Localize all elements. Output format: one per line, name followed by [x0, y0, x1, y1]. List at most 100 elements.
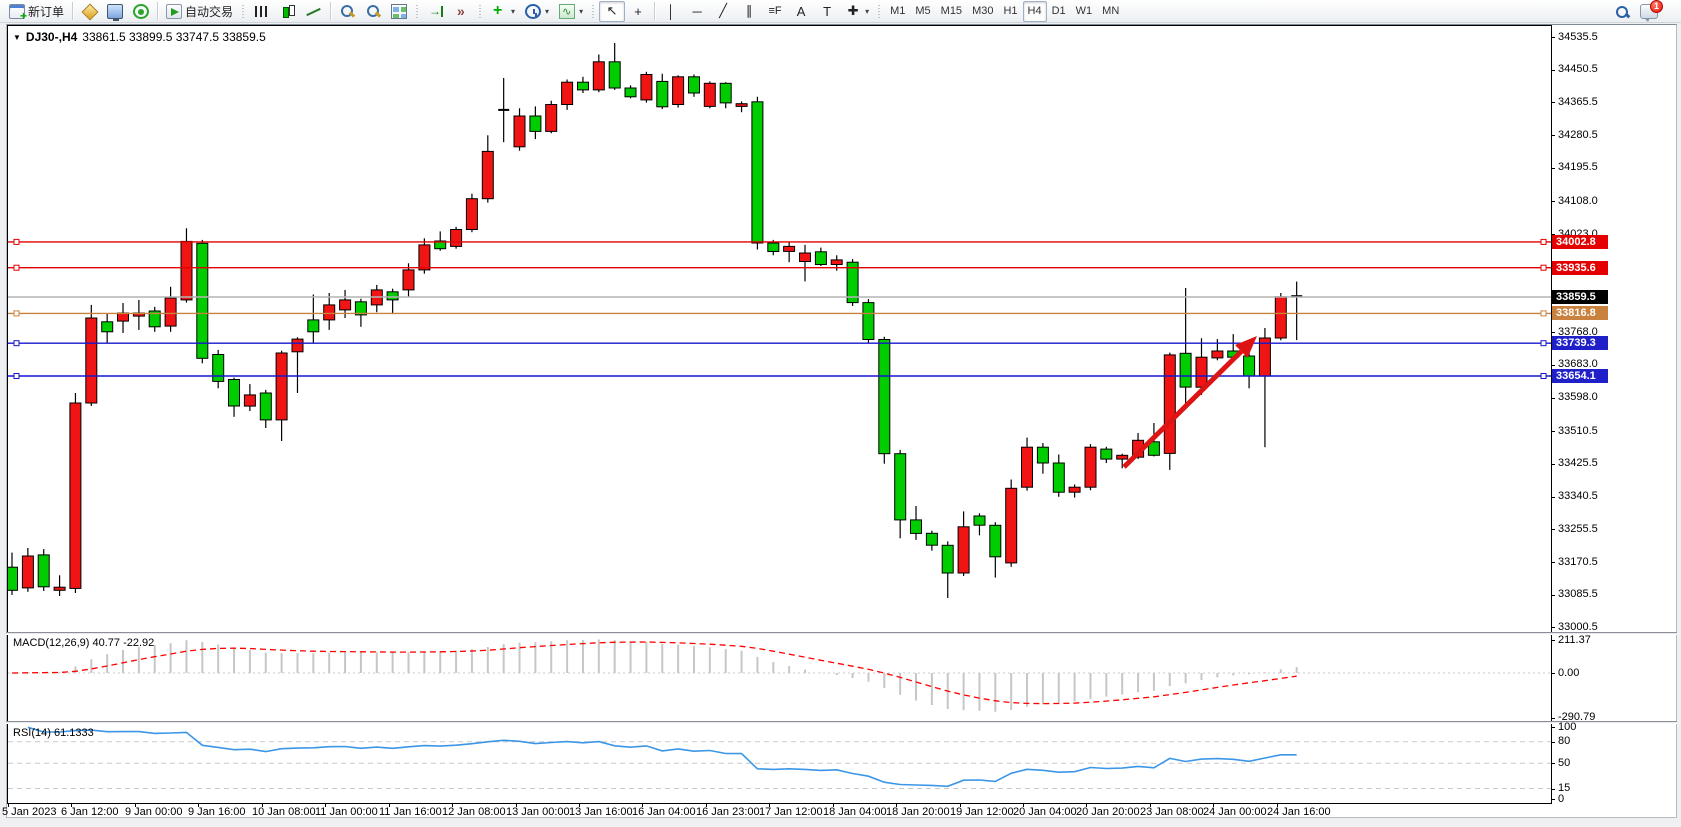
chat-bubble-icon: 1 — [1640, 0, 1663, 22]
dropdown-arrow-icon: ▾ — [511, 6, 516, 16]
price-axis-tick — [1551, 70, 1555, 71]
time-axis-tick — [516, 803, 517, 807]
vertical-line-tool-button[interactable]: │ — [658, 1, 684, 22]
line-chart-button[interactable] — [301, 1, 327, 22]
timeframe-button-d1[interactable]: D1 — [1047, 1, 1071, 22]
chart-window[interactable] — [6, 24, 1677, 818]
search-button[interactable] — [1609, 1, 1635, 22]
auto-trading-label: 自动交易 — [185, 4, 234, 19]
timeframe-button-m1[interactable]: M1 — [885, 1, 910, 22]
timeframe-button-h4[interactable]: H4 — [1022, 0, 1047, 22]
time-axis-label: 9 Jan 16:00 — [188, 806, 246, 818]
signals-icon — [133, 3, 150, 19]
crosshair-tool-button[interactable]: + — [625, 1, 651, 22]
rsi-panel-canvas[interactable] — [8, 725, 1551, 803]
time-axis-label: 20 Jan 20:00 — [1076, 806, 1140, 818]
rsi-indicator-label: RSI(14) 61.1333 — [13, 727, 94, 739]
time-axis-label: 11 Jan 00:00 — [315, 806, 378, 818]
fibonacci-tool-button[interactable]: ≡F — [762, 1, 788, 22]
macd-panel-splitter[interactable] — [6, 632, 1677, 635]
main-toolbar: 新订单 自动交易 ▾ ▾ ▾ ↖ + │ — [0, 0, 1681, 23]
price-axis-label: 34195.5 — [1558, 161, 1598, 173]
time-axis-tick — [452, 803, 453, 807]
arrows-tool-button[interactable]: ✚ ▾ — [840, 1, 874, 22]
macd-axis-tick — [1551, 718, 1555, 719]
rsi-axis-label: 15 — [1558, 782, 1571, 794]
current-price-tag: 33859.5 — [1552, 290, 1608, 304]
toolbar-grip — [477, 3, 485, 19]
text-tool-button[interactable]: A — [788, 1, 814, 22]
time-axis-tick — [1023, 803, 1024, 807]
price-axis-tick — [1551, 332, 1555, 333]
price-axis-label: 34450.5 — [1558, 63, 1598, 75]
price-axis-label: 34280.5 — [1558, 129, 1598, 141]
price-axis-label: 34108.0 — [1558, 195, 1598, 207]
text-label-tool-button[interactable]: T — [814, 1, 840, 22]
timeframe-button-m15[interactable]: M15 — [936, 1, 967, 22]
time-axis-tick — [769, 803, 770, 807]
templates-button[interactable]: ▾ — [554, 1, 588, 22]
price-axis-tick — [1551, 431, 1555, 432]
time-axis-label: 16 Jan 23:00 — [696, 806, 760, 818]
price-axis-label: 33683.0 — [1558, 358, 1598, 370]
candlestick-chart-button[interactable] — [275, 1, 301, 22]
macd-values: 40.77 -22.92 — [92, 637, 155, 649]
cursor-icon: ↖ — [606, 3, 618, 18]
trendline-tool-button[interactable]: ╱ — [710, 1, 736, 22]
bar-chart-button[interactable] — [249, 1, 275, 22]
auto-trading-button[interactable]: 自动交易 — [161, 1, 238, 22]
timeframe-button-h1[interactable]: H1 — [998, 1, 1022, 22]
collapse-triangle-icon[interactable]: ▼ — [13, 32, 21, 42]
toolbar-group-scroll — [423, 0, 475, 23]
price-axis-tick — [1551, 398, 1555, 399]
timeframe-label: M1 — [890, 5, 906, 17]
price-axis-tick — [1551, 497, 1555, 498]
text-icon: A — [796, 3, 806, 19]
horizontal-line-icon: ─ — [692, 3, 702, 19]
price-chart-canvas[interactable] — [8, 26, 1551, 632]
time-axis-label: 20 Jan 04:00 — [1013, 806, 1077, 818]
macd-panel-canvas[interactable] — [8, 635, 1551, 721]
timeframe-button-w1[interactable]: W1 — [1071, 1, 1098, 22]
price-axis-label: 34535.5 — [1558, 31, 1598, 43]
timeframe-button-m5[interactable]: M5 — [910, 1, 935, 22]
channel-tool-button[interactable]: ∥ — [736, 1, 762, 22]
cursor-tool-button[interactable]: ↖ — [599, 0, 626, 22]
time-axis-tick — [262, 803, 263, 807]
chart-shift-button[interactable] — [449, 1, 475, 22]
hline-price-tag[interactable]: 33654.1 — [1552, 369, 1608, 383]
zoom-in-button[interactable] — [334, 1, 360, 22]
hline-price-tag[interactable]: 33739.3 — [1552, 336, 1608, 350]
zoom-out-button[interactable] — [360, 1, 386, 22]
hline-price-tag[interactable]: 34002.8 — [1552, 235, 1608, 249]
indicators-icon — [491, 2, 507, 20]
crosshair-icon: + — [634, 3, 642, 19]
timeframe-button-mn[interactable]: MN — [1097, 1, 1124, 22]
toolbar-separator — [157, 2, 159, 20]
notification-badge: 1 — [1650, 0, 1663, 13]
price-axis-label: 33085.5 — [1558, 588, 1598, 600]
rsi-axis-tick — [1551, 727, 1555, 728]
auto-scroll-button[interactable] — [423, 1, 449, 22]
tile-windows-button[interactable] — [386, 1, 412, 22]
rsi-panel-splitter[interactable] — [6, 721, 1677, 724]
navigator-button[interactable] — [102, 1, 128, 22]
price-axis-tick — [1551, 464, 1555, 465]
toolbar-separator — [330, 2, 332, 20]
periods-button[interactable]: ▾ — [520, 1, 554, 22]
notifications-button[interactable]: 1 — [1635, 0, 1663, 22]
hline-price-tag[interactable]: 33816.8 — [1552, 306, 1608, 320]
price-axis-label: 33170.5 — [1558, 556, 1598, 568]
timeframe-label: MN — [1102, 5, 1120, 17]
hline-price-tag[interactable]: 33935.6 — [1552, 261, 1608, 275]
time-axis-tick — [198, 803, 199, 807]
timeframe-button-m30[interactable]: M30 — [967, 1, 998, 22]
indicators-button[interactable]: ▾ — [486, 1, 520, 22]
dropdown-arrow-icon: ▾ — [545, 6, 550, 16]
zoom-out-icon — [365, 4, 381, 19]
time-axis-tick — [71, 803, 72, 807]
new-order-button[interactable]: 新订单 — [4, 1, 69, 23]
signals-button[interactable] — [128, 1, 154, 22]
horizontal-line-tool-button[interactable]: ─ — [684, 1, 710, 22]
market-watch-button[interactable] — [76, 1, 102, 22]
